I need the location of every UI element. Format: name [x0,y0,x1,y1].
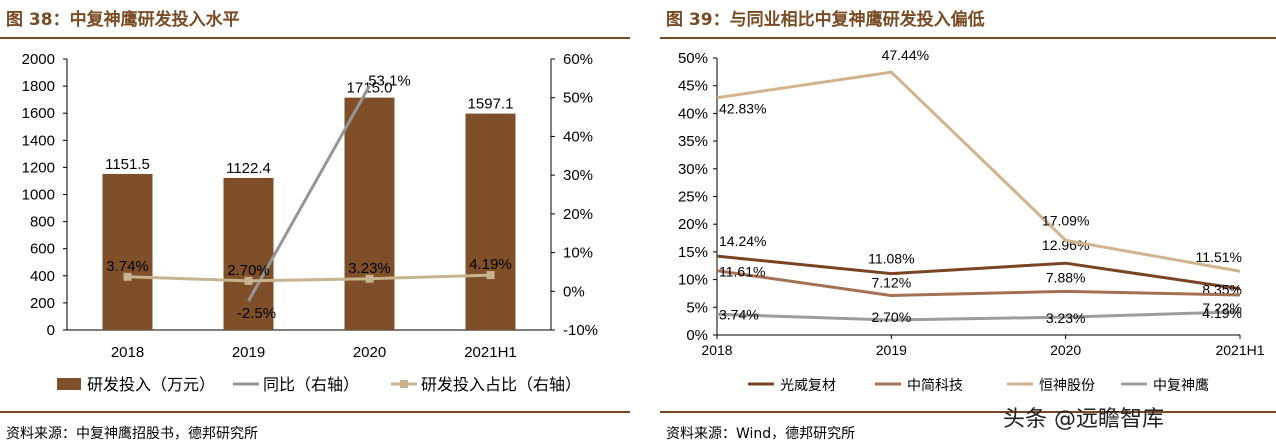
y-right-tick-label: 20% [563,206,593,223]
ratio-value-label: 3.23% [348,260,391,277]
y-tick-label: 25% [678,189,708,206]
legend-item-rd-ratio-label: 研发投入占比（右轴） [421,376,581,394]
x-tick-label: 2019 [232,344,265,361]
y-left-tick-label: 200 [30,295,55,312]
legend-label-hengshen: 恒神股份 [1039,377,1095,393]
y-left-tick-label: 600 [30,241,55,258]
point-label-guangwei: 14.24% [719,233,766,249]
y-left-tick-label: 800 [30,214,55,231]
y-right-tick-label: 30% [563,167,593,184]
line-rd-ratio-marker [365,274,374,283]
source-divider [0,411,630,413]
line-yoy-growth [247,84,371,302]
bar-rd-investment [344,97,395,331]
ratio-value-label: 2.70% [227,262,270,279]
legend-item-yoy-growth-label: 同比（右轴） [263,376,359,394]
y-left-tick-label: 1400 [22,132,55,149]
bar-value-label: 1122.4 [226,160,271,177]
figure-39-title: 图 39：与同业相比中复神鹰研发投入偏低 [666,10,985,30]
y-left-tick-label: 400 [30,268,55,285]
peer-comparison-chart: 0% 5% 10% 15% 20% 25% 30% 35% 40% 45% 50% 2018 2019 2… [678,47,1265,393]
point-label-zhongjian: 7.12% [871,275,911,291]
point-label-zhongjian: 7.88% [1046,269,1086,285]
point-label-guangwei: 11.08% [868,251,914,267]
ratio-value-label: 3.74% [106,258,149,275]
x-tick-label: 2019 [876,342,907,358]
bar-rd-investment [223,177,274,330]
y-tick-label: 10% [678,272,708,289]
y-right-tick-label: 40% [563,128,593,145]
y-right-tick-label: 50% [563,90,593,107]
rd-investment-chart: 0 200 400 600 800 1000 1200 1400 1600 1800 2000 -10… [22,51,598,394]
legend-item-rd-investment-swatch [57,378,81,390]
bar-rd-investment [465,113,516,330]
title-divider [0,37,630,39]
line-zhongjian [716,269,1241,298]
bar-value-label: 1151.5 [105,156,150,173]
y-left-tick-label: 2000 [22,51,55,68]
y-tick-label: 20% [678,216,708,233]
point-label-hengshen: 17.09% [1042,212,1089,228]
point-label-hengshen: 47.44% [882,47,929,63]
figure-39-panel: 图 39：与同业相比中复神鹰研发投入偏低 0% 5% 10% 15% 20% 25% 30%… [660,0,1276,448]
line-zhongfu [716,310,1241,322]
legend-item-rd-ratio-marker [400,380,408,388]
ratio-value-label: 4.19% [469,256,512,273]
legend-label-zhongjian: 中简科技 [907,377,963,393]
point-label-zhongfu: 3.23% [1046,310,1086,326]
line-hengshen [716,70,1241,273]
legend-label-zhongfu: 中复神鹰 [1153,377,1209,393]
bar-value-label: 1597.1 [468,96,514,113]
line-rd-ratio [127,273,491,283]
point-label-zhongfu: 2.70% [871,309,911,325]
y-tick-label: 15% [678,244,708,261]
y-tick-label: 5% [686,299,708,316]
y-tick-label: 30% [678,161,708,178]
y-right-tick-label: 10% [563,245,593,262]
point-label-hengshen: 42.83% [719,101,766,117]
y-left-tick-label: 1200 [22,159,55,176]
figure-38-source: 资料来源：中复神鹰招股书，德邦研究所 [6,426,258,442]
title-divider [660,37,1276,39]
figure-39-source: 资料来源：Wind，德邦研究所 [666,426,856,442]
y-tick-label: 0% [686,327,708,344]
x-tick-label: 2018 [701,342,732,358]
x-tick-label: 2020 [353,344,386,361]
x-tick-label: 2021H1 [464,344,517,361]
point-label-zhongjian: 11.61% [719,264,765,280]
y-tick-label: 45% [678,78,708,95]
x-tick-label: 2018 [111,344,144,361]
line-rd-ratio-marker [244,276,253,285]
y-right-tick-label: 0% [563,283,585,300]
y-tick-label: 40% [678,105,708,122]
watermark-text: 头条 @远瞻智库 [1003,407,1164,432]
y-right-tick-label: 60% [563,51,593,68]
y-left-tick-label: 1800 [22,78,55,95]
point-label-hengshen: 11.51% [1196,249,1242,265]
x-tick-label: 2021H1 [1215,342,1264,358]
yoy-value-label: 53.1% [368,73,411,90]
figure-38-panel: 图 38：中复神鹰研发投入水平 0 200 400 600 800 1000 1200 140… [0,0,630,448]
yoy-value-label: -2.5% [237,305,276,322]
y-left-tick-label: 1600 [22,105,55,122]
legend-label-guangwei: 光威复材 [780,377,836,393]
line-guangwei [716,254,1241,291]
source-divider [660,411,1276,413]
y-tick-label: 35% [678,133,708,150]
point-label-zhongfu: 4.19% [1202,305,1242,321]
legend-item-rd-investment-label: 研发投入（万元） [87,376,215,394]
y-left-tick-label: 1000 [22,187,55,204]
y-left-tick-label: 0 [47,322,55,339]
y-right-tick-label: -10% [563,322,598,339]
figure-38-title: 图 38：中复神鹰研发投入水平 [6,10,240,30]
point-label-zhongfu: 3.74% [719,306,759,322]
y-tick-label: 50% [678,50,708,67]
x-tick-label: 2020 [1050,342,1081,358]
line-rd-ratio-marker [486,271,495,280]
line-rd-ratio-marker [123,272,132,281]
bar-rd-investment [102,173,153,330]
